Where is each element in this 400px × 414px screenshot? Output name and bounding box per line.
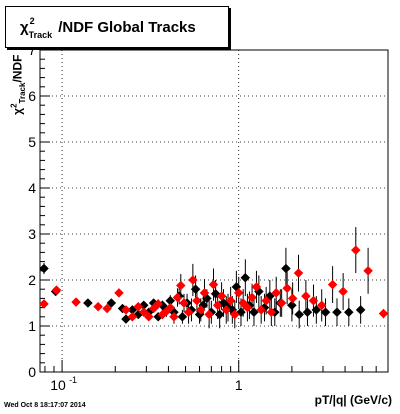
data-point-series-1 — [276, 298, 287, 308]
data-point-series-1 — [256, 305, 267, 315]
data-point-series-1 — [199, 288, 210, 298]
data-point-series-1 — [71, 297, 81, 307]
ylabel-superscript: 2 — [9, 103, 19, 108]
data-point-series-1 — [133, 301, 144, 312]
ylabel-rest: /NDF — [10, 54, 25, 83]
y-tick-label: 7 — [28, 42, 36, 58]
data-point-series-1 — [195, 305, 206, 315]
data-point-series-1 — [192, 295, 202, 306]
data-point-series-1 — [261, 295, 272, 306]
data-point-series-1 — [165, 302, 176, 313]
data-point-series-1 — [175, 280, 186, 291]
data-point-series-1 — [301, 291, 311, 301]
data-point-series-1 — [121, 305, 131, 315]
data-point-series-1 — [229, 309, 240, 320]
data-point-series-1 — [208, 279, 219, 290]
data-point-series-1 — [308, 295, 319, 306]
data-point-series-0 — [106, 298, 117, 308]
data-point-series-1 — [114, 288, 124, 298]
data-point-series-1 — [251, 282, 262, 292]
data-point-series-1 — [287, 293, 298, 304]
data-point-series-0 — [39, 263, 49, 274]
title-chi: χ — [20, 19, 29, 36]
data-point-series-0 — [320, 307, 331, 318]
ylabel-chi: χ — [10, 107, 25, 115]
data-point-series-0 — [240, 272, 251, 283]
y-tick-label: 2 — [28, 272, 36, 288]
y-tick-label: 6 — [28, 88, 36, 104]
y-tick-label: 1 — [28, 318, 36, 334]
y-tick-label: 5 — [28, 134, 36, 150]
data-point-series-0 — [287, 300, 297, 311]
data-point-series-1 — [187, 275, 198, 285]
data-point-series-0 — [177, 311, 188, 322]
data-point-series-1 — [350, 245, 361, 255]
data-point-series-1 — [102, 303, 113, 314]
data-point-series-0 — [294, 309, 305, 320]
data-point-series-1 — [282, 283, 292, 294]
data-point-series-1 — [179, 298, 189, 308]
data-point-series-1 — [293, 268, 304, 278]
data-point-series-1 — [247, 292, 257, 303]
data-point-series-1 — [327, 279, 338, 290]
data-point-series-0 — [302, 307, 313, 318]
data-point-series-0 — [249, 307, 259, 318]
data-point-series-1 — [212, 300, 223, 311]
data-point-series-1 — [144, 311, 154, 322]
data-point-series-0 — [83, 298, 93, 308]
chart-title: χ2 Track/NDF Global Tracks — [20, 16, 196, 40]
data-point-series-1 — [169, 311, 179, 322]
data-point-series-1 — [183, 307, 194, 318]
data-point-series-1 — [225, 295, 236, 306]
data-point-series-0 — [214, 309, 225, 320]
data-point-series-1 — [51, 285, 62, 295]
title-superscript: 2 — [29, 16, 35, 26]
data-point-series-1 — [204, 309, 214, 320]
ylabel-subscript: Track — [17, 82, 27, 104]
data-point-series-1 — [127, 311, 138, 322]
data-point-series-1 — [271, 288, 282, 298]
data-point-series-1 — [363, 265, 373, 276]
x-tick-label: 1 — [235, 377, 243, 393]
datestamp: Wed Oct 8 18:17:07 2014 — [4, 402, 86, 409]
data-point-series-0 — [332, 307, 342, 318]
title-subscript: Track — [28, 30, 53, 40]
x-tick-label: 10 — [50, 377, 66, 393]
data-point-series-1 — [378, 308, 389, 319]
data-point-series-1 — [221, 305, 232, 315]
data-point-series-1 — [138, 307, 149, 318]
x-axis-label: pT/|q| (GeV/c) — [314, 393, 392, 407]
y-axis-label: χ2Track/NDF — [9, 55, 26, 115]
title-rest: /NDF Global Tracks — [58, 19, 196, 36]
data-point-series-1 — [233, 288, 244, 298]
data-point-series-1 — [153, 299, 164, 309]
y-tick-label: 0 — [28, 364, 36, 380]
title-box: χ2 Track/NDF Global Tracks — [5, 6, 229, 48]
data-point-series-1 — [266, 307, 277, 318]
data-point-series-1 — [316, 300, 327, 311]
x-tick-exponent: -1 — [69, 375, 77, 385]
data-point-series-1 — [216, 291, 227, 301]
plot-frame — [39, 49, 389, 373]
data-point-series-0 — [343, 307, 354, 318]
y-tick-label: 3 — [28, 226, 36, 242]
data-point-series-0 — [281, 263, 291, 274]
data-point-series-1 — [338, 286, 348, 297]
data-point-series-1 — [242, 302, 253, 313]
data-point-series-1 — [39, 299, 49, 309]
data-point-series-1 — [93, 301, 103, 312]
y-tick-label: 4 — [28, 180, 36, 196]
data-point-series-0 — [355, 305, 366, 315]
